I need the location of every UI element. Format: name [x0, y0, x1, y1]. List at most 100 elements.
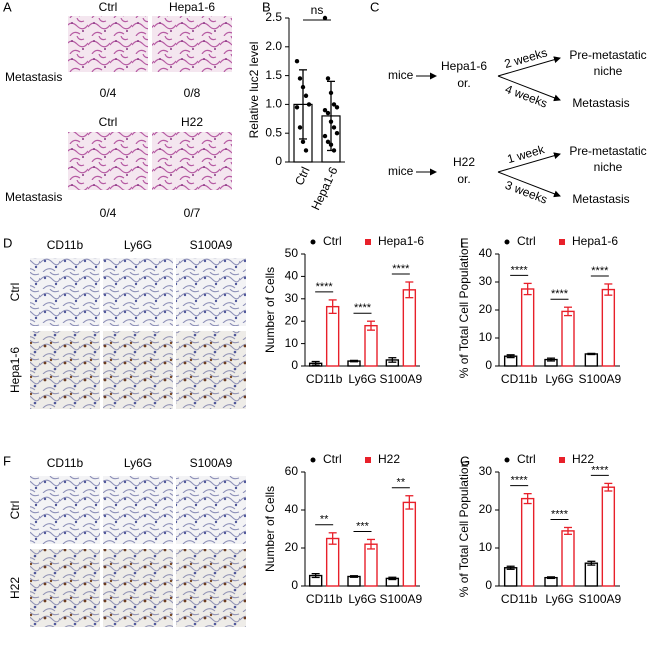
- diagram-text: niche: [594, 64, 623, 78]
- row-label: Ctrl: [8, 501, 22, 520]
- data-point: [294, 105, 300, 110]
- bar: [364, 543, 378, 587]
- diagram-text: mice: [388, 164, 414, 178]
- diagram-text: 3 weeks: [503, 178, 549, 207]
- diagram-text: Metastasis: [572, 192, 629, 206]
- ihc-image: [30, 258, 100, 326]
- y-tick-label: 40: [285, 502, 299, 516]
- x-tick-label: Ly6G: [348, 372, 376, 386]
- ihc-image: [176, 258, 246, 326]
- diagram-text: 2 weeks: [503, 45, 549, 71]
- data-point: [325, 110, 331, 116]
- y-tick-label: 2.5: [265, 10, 282, 24]
- ratio: 0/7: [184, 206, 201, 220]
- data-point: [297, 76, 303, 81]
- panel-label: E: [460, 235, 469, 250]
- y-tick-label: 0: [291, 358, 298, 372]
- ihc-image: [103, 331, 173, 409]
- legend-label: H22: [378, 452, 400, 466]
- data-point: [325, 139, 331, 145]
- diagram-text: mice: [388, 68, 414, 82]
- y-tick-label: 0: [485, 578, 492, 592]
- x-tick-label: Ly6G: [545, 372, 573, 386]
- bar: [503, 567, 518, 587]
- ratio: 0/4: [100, 86, 117, 100]
- significance: **: [320, 514, 329, 526]
- column-label: Ly6G: [124, 456, 152, 470]
- significance: ***: [356, 520, 370, 532]
- legend-label: Ctrl: [323, 234, 342, 248]
- bar: [325, 305, 340, 367]
- x-tick-label: CD11b: [501, 372, 538, 386]
- arrow: [497, 171, 561, 198]
- y-tick-label: 20: [479, 502, 493, 516]
- panel-label: D: [3, 235, 12, 250]
- x-tick-label: Ctrl: [292, 165, 313, 188]
- column-label: Hepa1-6: [169, 0, 215, 14]
- significance: **: [397, 477, 406, 489]
- arrow: [497, 75, 561, 102]
- bar: [561, 530, 575, 587]
- bar: [347, 575, 361, 587]
- bar: [402, 501, 417, 587]
- y-tick-label: 1.0: [265, 97, 282, 111]
- data-point: [334, 131, 340, 136]
- bar: [364, 324, 378, 367]
- row-label: Ctrl: [8, 283, 22, 302]
- column-label: H22: [181, 115, 203, 129]
- data-point: [328, 142, 334, 147]
- row-label: Metastasis: [5, 70, 62, 84]
- diagram-text: or.: [457, 172, 470, 186]
- column-label: Ctrl: [99, 115, 118, 129]
- histology-image: [152, 132, 232, 190]
- x-tick-label: S100A9: [379, 592, 422, 606]
- legend-label: H22: [572, 452, 594, 466]
- legend-marker: [365, 239, 371, 245]
- diagram-text: Hepa1-6: [441, 59, 487, 73]
- workflow-diagram: mice Hepa1-6 or. 2 weeks 4 weeks Pre-met…: [388, 45, 647, 206]
- panel-label: B: [262, 0, 271, 14]
- x-tick-label: CD11b: [306, 372, 343, 386]
- x-tick-label: Ly6G: [545, 592, 573, 606]
- data-point: [328, 119, 334, 124]
- ratio: 0/8: [184, 86, 201, 100]
- data-point: [328, 90, 334, 96]
- y-axis-title: % of Total Cell Population: [457, 242, 471, 379]
- significance: ****: [511, 264, 529, 276]
- arrow: [497, 152, 561, 173]
- diagram-text: H22: [453, 155, 475, 169]
- data-point: [294, 59, 300, 64]
- y-tick-label: 60: [285, 464, 299, 478]
- bar: [601, 486, 616, 587]
- bar: [520, 288, 535, 367]
- x-tick-label: S100A9: [578, 592, 621, 606]
- y-tick-label: 20: [285, 313, 299, 327]
- legend-label: Ctrl: [517, 452, 536, 466]
- x-tick-label: CD11b: [501, 592, 538, 606]
- legend-marker: [310, 239, 316, 245]
- column-label: CD11b: [47, 456, 84, 470]
- y-axis-title: Relative luc2 level: [247, 42, 261, 139]
- y-tick-label: 0: [291, 578, 298, 592]
- ihc-image: [176, 549, 246, 627]
- y-tick-label: 30: [479, 274, 493, 288]
- y-tick-label: 30: [285, 291, 299, 305]
- ihc-image: [30, 331, 100, 409]
- y-tick-label: 1.5: [265, 68, 282, 82]
- y-tick-label: 0.5: [265, 125, 282, 139]
- data-point: [303, 148, 309, 153]
- data-point: [306, 102, 312, 107]
- legend-marker: [504, 457, 510, 463]
- significance: ****: [591, 464, 609, 476]
- diagram-text: 1 week: [506, 142, 547, 166]
- row-label: Metastasis: [5, 190, 62, 204]
- data-point: [300, 84, 306, 90]
- bar: [584, 562, 599, 587]
- ihc-image: [30, 549, 100, 627]
- y-tick-label: 40: [285, 269, 299, 283]
- y-tick-label: 2.0: [265, 39, 282, 53]
- ratio: 0/4: [100, 206, 117, 220]
- significance: ns: [311, 3, 324, 17]
- x-tick-label: Hepa1-6: [308, 164, 340, 212]
